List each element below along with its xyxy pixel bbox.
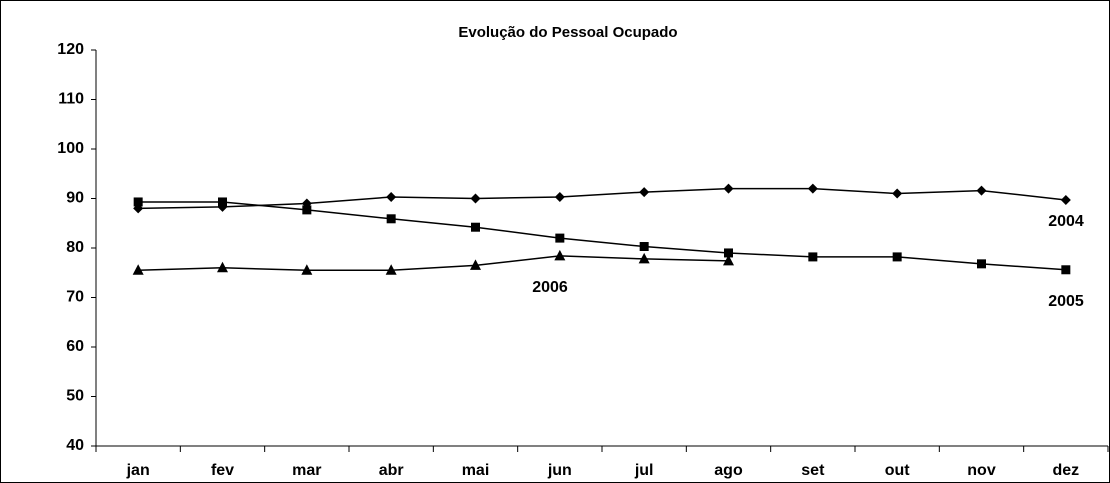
y-tick-label: 70 — [66, 289, 84, 306]
x-tick-label: fev — [211, 462, 234, 479]
marker — [301, 264, 313, 275]
y-tick-label: 90 — [66, 190, 84, 207]
marker — [470, 259, 481, 270]
marker — [471, 222, 480, 232]
y-tick-label: 40 — [66, 437, 84, 454]
y-tick-label: 60 — [66, 338, 84, 355]
y-tick-label: 50 — [66, 388, 84, 405]
marker — [639, 187, 650, 198]
x-tick-label: mar — [292, 462, 321, 479]
y-tick-label: 120 — [57, 41, 84, 58]
series-line — [138, 255, 729, 272]
marker — [976, 185, 987, 196]
marker — [470, 193, 481, 204]
series-line — [138, 201, 1066, 271]
marker — [302, 205, 312, 215]
series-label: 2004 — [1048, 213, 1084, 230]
x-tick-label: jan — [126, 462, 150, 479]
x-tick-label: ago — [714, 462, 743, 479]
marker — [133, 197, 143, 207]
x-tick-label: set — [801, 462, 825, 479]
y-tick-label: 110 — [58, 91, 84, 108]
y-tick-label: 100 — [57, 140, 84, 157]
x-tick-label: dez — [1052, 462, 1079, 479]
series-line — [138, 187, 1066, 210]
marker — [977, 259, 986, 269]
x-tick-label: mai — [462, 462, 490, 479]
series-label: 2005 — [1048, 293, 1084, 310]
marker — [808, 252, 818, 262]
x-tick-label: nov — [967, 462, 996, 479]
marker — [1060, 194, 1071, 205]
marker — [554, 192, 565, 203]
marker — [554, 249, 566, 261]
marker — [723, 183, 734, 194]
marker — [638, 252, 650, 264]
x-tick-label: jul — [634, 462, 654, 479]
marker — [218, 197, 227, 207]
marker — [217, 261, 228, 273]
marker — [892, 252, 902, 262]
marker — [807, 183, 818, 194]
chart-title: Evolução do Pessoal Ocupado — [458, 24, 677, 41]
marker — [386, 214, 396, 224]
x-tick-label: jun — [547, 462, 572, 479]
marker — [892, 188, 903, 199]
marker — [132, 264, 144, 275]
marker — [386, 192, 397, 203]
marker — [639, 242, 649, 252]
marker — [385, 264, 397, 275]
y-tick-label: 80 — [66, 239, 84, 256]
x-tick-label: abr — [379, 462, 404, 479]
marker — [1061, 265, 1071, 275]
marker — [724, 248, 733, 258]
x-tick-label: out — [885, 462, 911, 479]
marker — [555, 233, 565, 243]
marker — [723, 254, 734, 266]
series-label: 2006 — [532, 279, 568, 296]
